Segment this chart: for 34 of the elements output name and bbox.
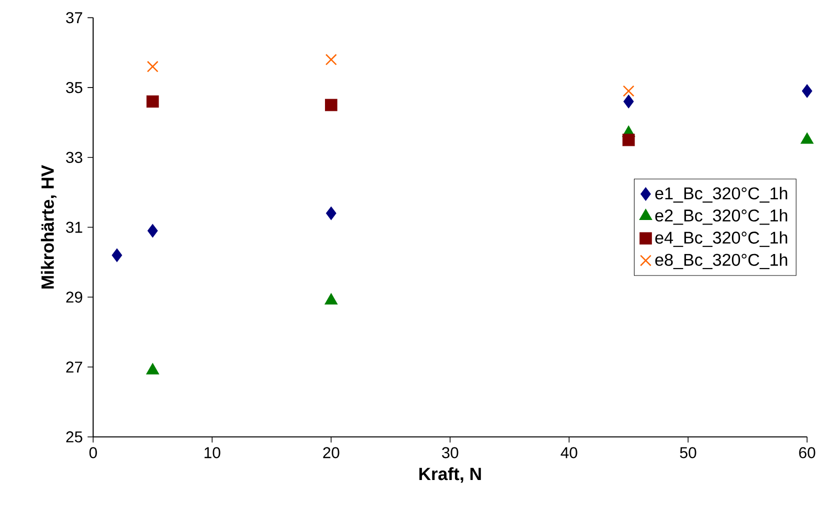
y-tick-label: 37 <box>66 12 82 24</box>
point <box>802 84 812 98</box>
y-axis-title: Mikrohärte, HV <box>40 165 56 289</box>
legend-label: e4_Bc_320°C_1h <box>655 231 788 247</box>
y-tick-label: 33 <box>66 152 82 163</box>
x-tick-label: 10 <box>204 447 220 458</box>
point <box>623 94 634 108</box>
point <box>146 60 158 72</box>
legend-label: e8_Bc_320°C_1h <box>655 253 788 270</box>
y-tick-label: 31 <box>66 222 82 233</box>
x-tick-label: 30 <box>442 447 458 458</box>
point <box>325 54 337 66</box>
y-tick-label: 27 <box>66 362 82 373</box>
point <box>326 206 336 220</box>
point <box>146 95 159 108</box>
x-tick-label: 40 <box>560 447 578 458</box>
x-tick-label: 50 <box>680 447 696 458</box>
x-axis-title: Kraft, N <box>419 467 481 483</box>
x-tick-label: 20 <box>323 447 340 458</box>
legend-label: e1_Bc_320°C_1h <box>655 186 788 203</box>
point <box>622 134 635 146</box>
point <box>800 132 814 144</box>
point <box>147 224 158 238</box>
point <box>622 85 634 97</box>
point <box>324 98 338 112</box>
point <box>112 248 122 262</box>
y-tick-label: 35 <box>66 82 82 94</box>
point <box>324 293 338 305</box>
legend-label: e2_Bc_320°C_1h <box>655 209 788 225</box>
x-tick-label: 0 <box>89 447 97 458</box>
y-tick-label: 25 <box>66 431 82 442</box>
point <box>146 363 160 374</box>
y-tick-label: 29 <box>66 292 82 303</box>
x-tick-label: 60 <box>799 447 816 458</box>
